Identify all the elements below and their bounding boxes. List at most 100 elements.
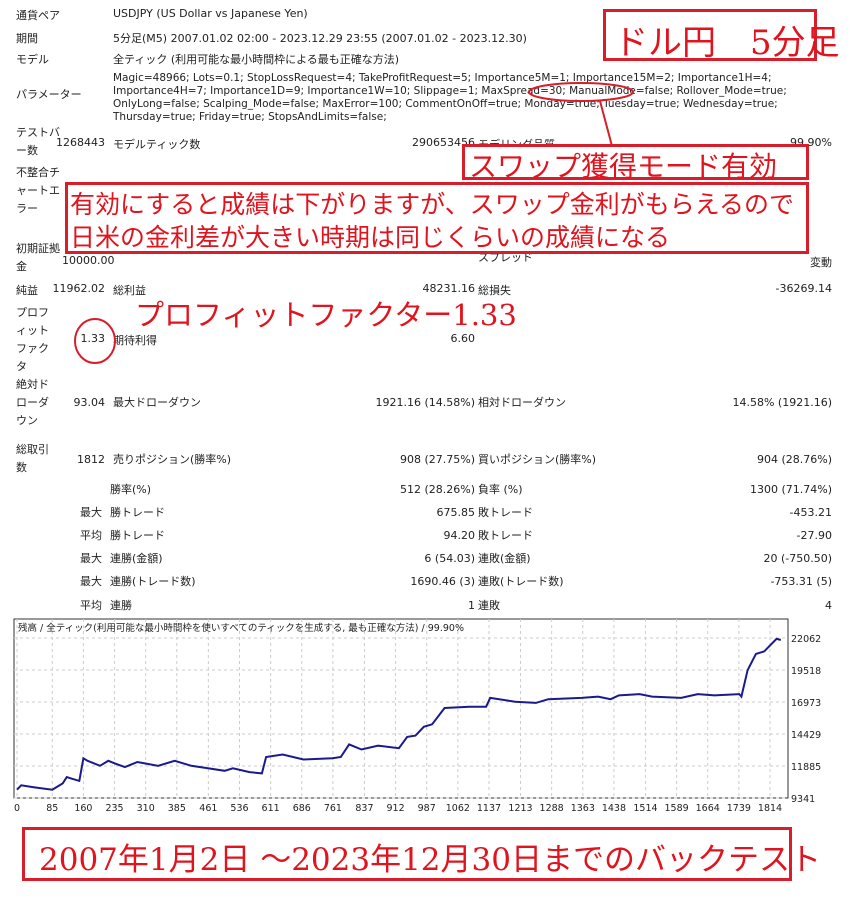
x-tick-label: 1664 [696,803,720,814]
y-tick-label: 16973 [791,698,821,709]
deposit-value: 10000.00 [62,254,115,267]
x-tick-label: 761 [324,803,342,814]
ticks-value: 290653456 [412,136,475,149]
model-label: モデル [16,53,49,66]
gross-loss-label: 総損失 [478,284,511,297]
period-note-box: 2007年1月2日 ～2023年12月30日までのバックテスト [22,827,821,881]
stat-label: 連敗 [478,599,500,612]
x-tick-label: 1589 [665,803,689,814]
stat-value: 512 (28.26%) [399,483,475,496]
abs-dd-label: 絶対ドローダウン [16,378,49,427]
x-tick-label: 536 [230,803,248,814]
period-label: 期間 [16,32,38,45]
x-tick-label: 385 [168,803,186,814]
stat-prefix: 平均 [80,529,102,542]
pair-timeframe-note: ドル円 5分足 [614,23,840,63]
balance-line [16,637,782,791]
stat-value: -753.31 (5) [770,575,832,588]
x-tick-label: 686 [293,803,311,814]
params-label: パラメーター [16,88,82,101]
stat-label: 連敗(トレード数) [478,575,564,588]
stat-label: 勝トレード [110,506,165,519]
x-tick-label: 912 [387,803,405,814]
annotation-arrow-line [599,100,613,147]
x-tick-label: 0 [14,803,20,814]
period-value: 5分足(M5) 2007.01.02 02:00 - 2023.12.29 23… [113,32,527,45]
stat-label: 敗トレード [478,506,533,519]
stat-prefix: 最大 [80,552,102,565]
params-value: Magic=48966; Lots=0.1; StopLossRequest=4… [113,72,787,123]
max-dd-label: 最大ドローダウン [113,396,201,409]
x-tick-label: 1137 [477,803,501,814]
gross-profit-label: 総利益 [113,284,146,297]
symbol-label: 通貨ペア [16,9,60,22]
chart-frame [13,618,789,799]
rollover-highlight-ellipse [528,82,634,102]
expected-label: 期待利得 [113,334,157,347]
stat-value: 4 [825,599,832,612]
pf-label: プロフィットファクタ [16,306,49,373]
net-label: 純益 [16,284,38,297]
stat-value: 94.20 [443,529,476,542]
stat-value: 1 [468,599,475,612]
period-note: 2007年1月2日 ～2023年12月30日までのバックテスト [39,842,821,878]
x-tick-label: 1514 [633,803,657,814]
spread-label: スプレッド [478,251,533,264]
y-tick-label: 11885 [791,762,821,773]
x-tick-label: 611 [262,803,280,814]
stat-prefix: 最大 [80,575,102,588]
x-tick-label: 310 [137,803,155,814]
swap-explanation-box: 有効にすると成績は下がりますが、スワップ金利がもらえるので 日米の金利差が大きい… [65,182,809,254]
balance-chart: 0 85 160 235 310 385 461 536 611 686 761 837 912 987 1… [13,618,821,814]
short-value: 908 (27.75%) [399,453,475,466]
net-value: 11962.02 [52,282,106,295]
x-tick-label: 987 [418,803,436,814]
gross-profit-value: 48231.16 [422,282,476,295]
trades-value: 1812 [77,453,105,466]
bars-value: 1268443 [56,136,105,149]
stat-label: 負率 (%) [478,483,523,496]
stat-value: 1300 (71.74%) [749,483,832,496]
x-tick-label: 1213 [508,803,532,814]
bars-label: テストバー数 [16,126,60,157]
y-tick-label: 22062 [791,634,821,645]
stat-prefix: 平均 [80,599,102,612]
x-tick-label: 837 [355,803,373,814]
stat-label: 勝トレード [110,529,165,542]
pf-highlight-circle [74,318,116,364]
swap-note-line1: 有効にすると成績は下がりますが、スワップ金利がもらえるので [70,190,795,219]
gross-loss-value: -36269.14 [775,282,832,295]
stat-value: 20 (-750.50) [763,552,832,565]
stat-value: -27.90 [796,529,832,542]
annotation-marks [74,82,634,364]
x-tick-label: 1363 [571,803,595,814]
stat-label: 連勝 [110,599,132,612]
abs-dd-value: 93.04 [73,396,106,409]
short-label: 売りポジション(勝率%) [113,453,232,466]
y-tick-label: 19518 [791,666,821,677]
pf-value: 1.33 [80,332,106,345]
rel-dd-value: 14.58% (1921.16) [732,396,832,409]
spread-value: 変動 [810,256,832,269]
swap-note-line2: 日米の金利差が大きい時期は同じくらいの成績になる [70,223,671,252]
model-value: 全ティック (利用可能な最小時間枠による最も正確な方法) [113,53,400,66]
y-tick-label: 9341 [791,794,815,805]
x-tick-label: 461 [199,803,217,814]
stat-label: 敗トレード [478,529,533,542]
x-tick-label: 1288 [540,803,564,814]
pf-note: プロフィットファクター1.33 [135,298,517,332]
x-tick-label: 1814 [758,803,782,814]
symbol-value: USDJPY (US Dollar vs Japanese Yen) [113,7,308,20]
max-dd-value: 1921.16 (14.58%) [375,396,475,409]
swap-mode-note: スワップ獲得モード有効 [469,150,778,183]
stat-value: 675.85 [436,506,476,519]
long-value: 904 (28.76%) [756,453,832,466]
deposit-label: 初期証拠金 [16,242,60,273]
mismatch-label: 不整合チャートエラー [16,166,60,215]
stat-label: 連勝(トレード数) [110,575,196,588]
stat-prefix: 最大 [80,506,102,519]
ticks-label: モデルティック数 [113,138,201,151]
long-label: 買いポジション(勝率%) [478,453,597,466]
stat-label: 連敗(金額) [478,552,531,565]
